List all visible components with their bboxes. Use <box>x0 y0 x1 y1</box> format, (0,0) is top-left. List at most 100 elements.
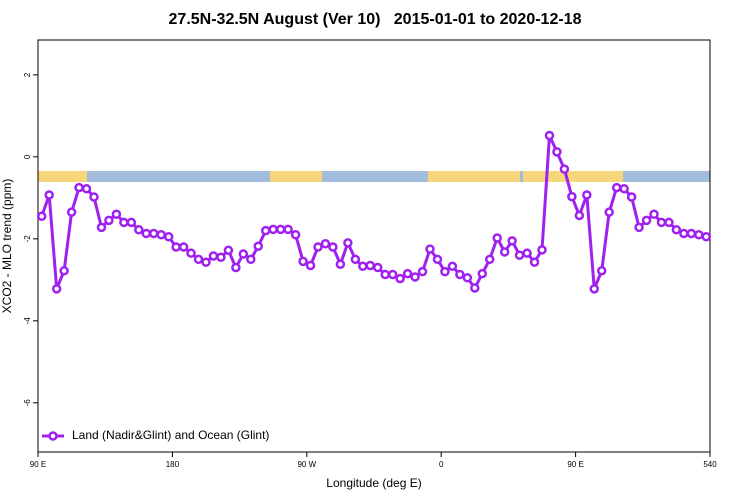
point <box>447 261 458 272</box>
x-tick-label: 90 W <box>297 460 316 469</box>
x-tick-label: 180 <box>166 460 180 469</box>
point <box>626 192 637 202</box>
x-tick-label: 90 E <box>567 460 583 469</box>
point <box>208 251 219 261</box>
point <box>119 217 129 228</box>
point <box>619 184 629 194</box>
point <box>193 254 204 265</box>
point <box>671 225 682 235</box>
point <box>275 224 286 235</box>
point <box>686 228 697 239</box>
point <box>611 182 622 193</box>
point <box>148 228 159 239</box>
point <box>260 225 271 236</box>
point <box>552 147 562 157</box>
point <box>186 248 196 258</box>
point <box>231 262 241 273</box>
point <box>328 242 338 252</box>
point <box>134 225 144 235</box>
y-tick-label: -2 <box>23 235 32 243</box>
point <box>246 254 256 265</box>
point <box>126 217 137 228</box>
land-band <box>428 171 520 182</box>
point <box>402 268 413 279</box>
point <box>253 241 264 251</box>
x-tick-label: 0 <box>439 460 444 469</box>
point <box>641 215 652 226</box>
point <box>656 217 667 228</box>
point <box>358 261 368 272</box>
point <box>492 233 502 243</box>
point <box>425 244 435 254</box>
point <box>432 254 443 265</box>
land-band <box>270 171 322 182</box>
point <box>320 238 331 249</box>
point <box>51 284 62 294</box>
point <box>544 130 555 141</box>
point <box>156 229 166 240</box>
point <box>440 266 450 277</box>
land-band <box>523 171 623 182</box>
point <box>380 269 390 280</box>
point <box>335 259 346 269</box>
point <box>484 254 495 265</box>
point <box>201 257 211 267</box>
y-axis-label: XCO2 - MLO trend (ppm) <box>0 179 14 314</box>
point <box>679 228 689 239</box>
point <box>268 224 278 235</box>
point <box>343 238 353 248</box>
point <box>410 272 420 282</box>
land-band <box>38 171 87 182</box>
surface-band <box>38 171 710 182</box>
point <box>559 164 570 174</box>
point <box>664 217 674 228</box>
point <box>574 210 585 221</box>
point <box>649 209 659 219</box>
point <box>81 184 92 194</box>
point <box>141 228 152 239</box>
point <box>283 224 293 235</box>
point <box>582 190 592 200</box>
point <box>529 257 540 267</box>
point <box>596 266 607 276</box>
point <box>111 209 122 219</box>
point <box>313 242 323 252</box>
point <box>350 254 361 265</box>
point <box>462 273 473 283</box>
point <box>171 242 181 252</box>
point <box>634 222 644 233</box>
point <box>74 182 84 193</box>
y-tick-label: 2 <box>23 72 32 77</box>
x-axis-label: Longitude (deg E) <box>326 476 421 490</box>
chart-title: 27.5N-32.5N August (Ver 10) 2015-01-01 t… <box>169 11 582 28</box>
point <box>604 207 614 217</box>
point <box>89 192 99 202</box>
point <box>178 242 189 252</box>
point <box>567 191 577 202</box>
point <box>66 207 77 217</box>
point <box>537 245 547 255</box>
point <box>514 250 525 260</box>
point <box>96 222 107 233</box>
point <box>589 284 600 294</box>
point <box>365 260 376 271</box>
point <box>522 248 532 258</box>
y-tick-label: -4 <box>23 317 32 325</box>
point <box>59 266 69 276</box>
point <box>395 273 405 284</box>
point <box>372 262 383 273</box>
legend-label: Land (Nadir&Glint) and Ocean (Glint) <box>72 428 269 442</box>
point <box>223 245 234 256</box>
point <box>216 252 226 263</box>
point <box>694 229 704 240</box>
point <box>305 260 316 271</box>
point <box>417 266 428 277</box>
point <box>36 211 47 222</box>
point <box>298 256 308 267</box>
y-tick-label: 0 <box>23 154 32 159</box>
y-tick-label: -6 <box>23 399 32 407</box>
point <box>455 269 465 280</box>
point <box>507 236 517 246</box>
point <box>387 269 398 280</box>
point <box>477 268 488 279</box>
